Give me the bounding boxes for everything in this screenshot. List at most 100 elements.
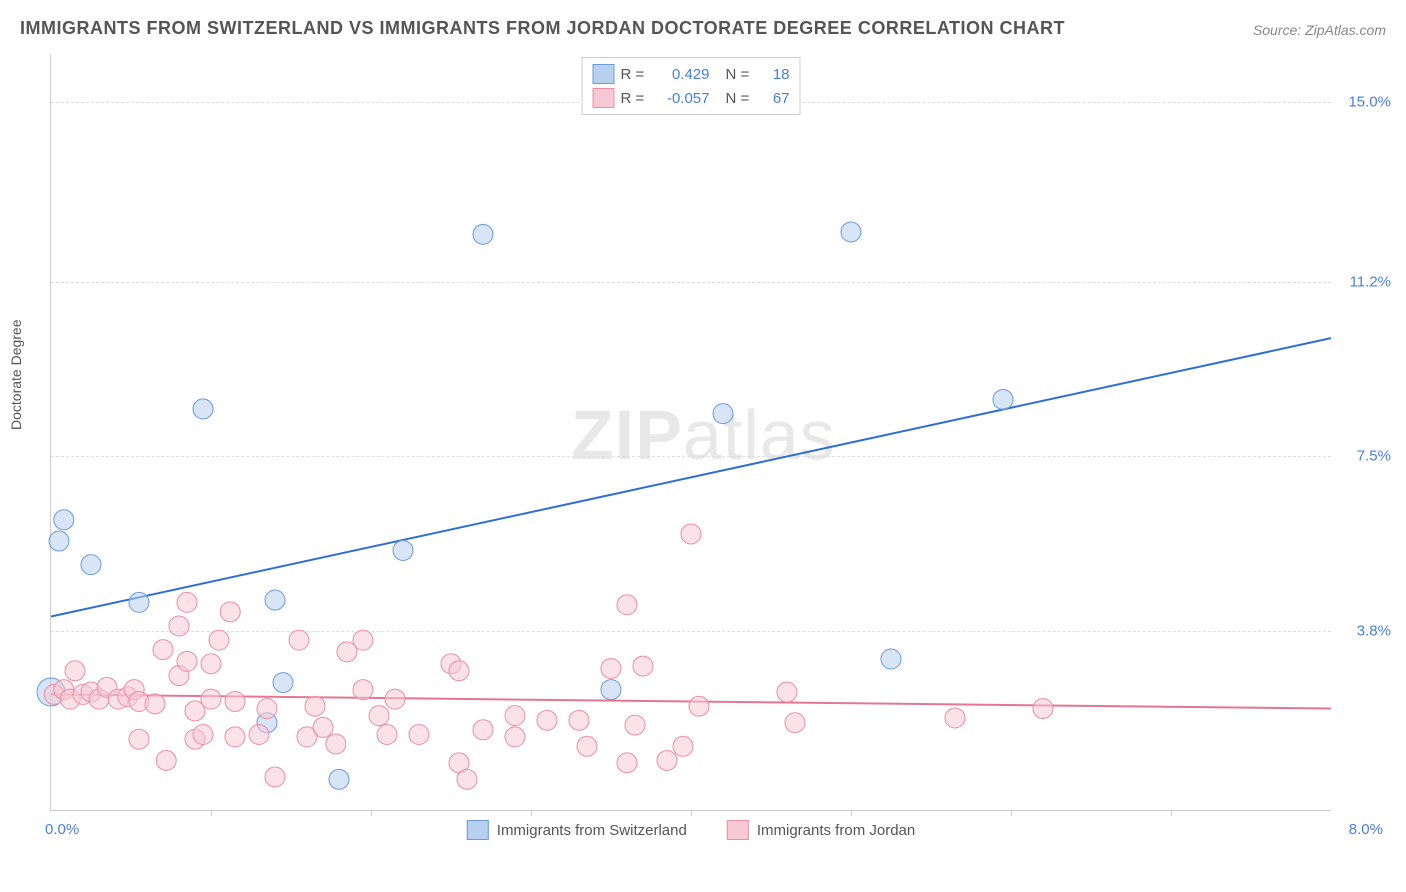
x-minor-tick [211,810,212,816]
data-point [129,729,149,749]
y-tick-label: 7.5% [1341,448,1391,465]
data-point [625,715,645,735]
data-point [326,734,346,754]
data-point [569,710,589,730]
y-tick-label: 11.2% [1341,273,1391,290]
scatter-plot [51,55,1331,810]
data-point [393,540,413,560]
data-point [353,680,373,700]
x-axis-min-label: 0.0% [45,821,79,838]
correlation-legend: R = 0.429 N = 18 R = -0.057 N = 67 [582,57,801,115]
data-point [177,651,197,671]
data-point [657,750,677,770]
x-minor-tick [851,810,852,816]
x-minor-tick [1011,810,1012,816]
data-point [945,708,965,728]
n-label: N = [726,66,754,83]
data-point [841,222,861,242]
data-point [249,725,269,745]
r-label: R = [621,90,649,107]
data-point [385,689,405,709]
chart-plot-area: ZIPatlas 3.8%7.5%11.2%15.0% R =0.429N =1… [50,55,1331,811]
data-point [377,725,397,745]
data-point [129,592,149,612]
data-point [193,399,213,419]
legend-series-label: Immigrants from Jordan [757,822,915,839]
data-point [265,590,285,610]
data-point [449,661,469,681]
r-value: 0.429 [655,66,710,83]
data-point [201,654,221,674]
data-point [577,736,597,756]
x-axis-max-label: 8.0% [1349,821,1383,838]
data-point [329,769,349,789]
x-minor-tick [691,810,692,816]
legend-swatch [467,820,489,840]
data-point [689,696,709,716]
y-tick-label: 3.8% [1341,622,1391,639]
data-point [65,661,85,681]
data-point [777,682,797,702]
data-point [617,595,637,615]
data-point [169,616,189,636]
data-point [785,713,805,733]
legend-swatch [593,64,615,84]
data-point [353,630,373,650]
data-point [617,753,637,773]
data-point [49,531,69,551]
data-point [265,767,285,787]
data-point [153,640,173,660]
data-point [193,725,213,745]
r-value: -0.057 [655,90,710,107]
n-value: 18 [760,66,790,83]
legend-swatch [593,88,615,108]
data-point [177,592,197,612]
legend-stat-row: R = -0.057 N = 67 [593,86,790,110]
data-point [537,710,557,730]
series-legend: Immigrants from Switzerland Immigrants fr… [467,820,915,840]
data-point [225,727,245,747]
data-point [601,658,621,678]
data-point [457,769,477,789]
r-label: R = [621,66,649,83]
x-minor-tick [371,810,372,816]
data-point [681,524,701,544]
legend-series-label: Immigrants from Switzerland [497,822,687,839]
data-point [220,602,240,622]
data-point [313,717,333,737]
data-point [505,727,525,747]
data-point [156,750,176,770]
data-point [257,699,277,719]
data-point [409,725,429,745]
data-point [201,689,221,709]
data-point [145,694,165,714]
x-minor-tick [531,810,532,816]
data-point [713,404,733,424]
data-point [369,706,389,726]
data-point [505,706,525,726]
data-point [473,720,493,740]
data-point [225,691,245,711]
source-attribution: Source: ZipAtlas.com [1253,22,1386,38]
data-point [993,389,1013,409]
legend-series-item: Immigrants from Jordan [727,820,915,840]
data-point [633,656,653,676]
data-point [1033,699,1053,719]
y-tick-label: 15.0% [1341,94,1391,111]
y-axis-label: Doctorate Degree [8,319,24,430]
data-point [305,696,325,716]
data-point [673,736,693,756]
data-point [289,630,309,650]
n-value: 67 [760,90,790,107]
legend-stat-row: R = 0.429 N = 18 [593,62,790,86]
data-point [473,224,493,244]
data-point [54,510,74,530]
data-point [209,630,229,650]
chart-title: IMMIGRANTS FROM SWITZERLAND VS IMMIGRANT… [20,18,1065,39]
data-point [81,555,101,575]
data-point [273,673,293,693]
trend-line [51,338,1331,616]
n-label: N = [726,90,754,107]
data-point [881,649,901,669]
data-point [601,680,621,700]
